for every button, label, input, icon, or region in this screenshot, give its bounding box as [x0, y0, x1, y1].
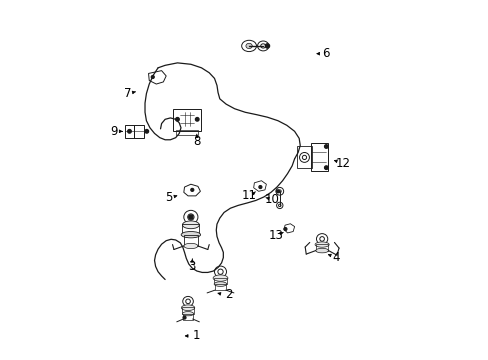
Circle shape — [324, 166, 327, 170]
Text: 13: 13 — [268, 229, 283, 242]
Bar — [214, 278, 226, 284]
Text: 10: 10 — [264, 193, 279, 206]
Ellipse shape — [182, 221, 199, 229]
Bar — [183, 314, 192, 320]
Ellipse shape — [214, 282, 226, 286]
Circle shape — [175, 118, 179, 121]
Bar — [297, 147, 311, 168]
Circle shape — [284, 228, 286, 230]
Ellipse shape — [181, 231, 200, 238]
Text: 5: 5 — [164, 191, 172, 204]
Ellipse shape — [183, 243, 198, 249]
Circle shape — [259, 186, 261, 189]
Ellipse shape — [245, 43, 252, 49]
Bar — [215, 284, 225, 290]
Text: 2: 2 — [224, 288, 232, 301]
Bar — [182, 224, 199, 233]
Text: 3: 3 — [188, 260, 196, 273]
Bar — [310, 143, 328, 171]
Circle shape — [188, 215, 193, 219]
Bar — [315, 244, 328, 251]
Circle shape — [151, 76, 154, 78]
Circle shape — [195, 118, 199, 121]
Text: 8: 8 — [193, 135, 200, 148]
Text: 6: 6 — [321, 47, 329, 60]
Circle shape — [127, 130, 131, 133]
Text: 12: 12 — [335, 157, 350, 170]
Text: 4: 4 — [332, 251, 339, 264]
Bar — [134, 125, 144, 138]
Circle shape — [145, 130, 148, 133]
Text: 11: 11 — [241, 189, 256, 202]
Bar — [182, 307, 193, 314]
Circle shape — [276, 190, 279, 193]
Bar — [183, 235, 198, 246]
Ellipse shape — [182, 312, 193, 316]
Circle shape — [265, 44, 269, 48]
Text: 7: 7 — [123, 87, 131, 100]
Ellipse shape — [213, 275, 227, 281]
Circle shape — [190, 189, 193, 191]
Ellipse shape — [315, 248, 328, 253]
Ellipse shape — [181, 305, 194, 311]
Bar — [173, 109, 201, 131]
Circle shape — [324, 145, 327, 148]
Bar — [124, 125, 134, 138]
Text: 1: 1 — [193, 329, 200, 342]
Circle shape — [183, 316, 185, 319]
Bar — [176, 130, 198, 135]
Text: 9: 9 — [110, 125, 118, 138]
Ellipse shape — [314, 242, 328, 247]
